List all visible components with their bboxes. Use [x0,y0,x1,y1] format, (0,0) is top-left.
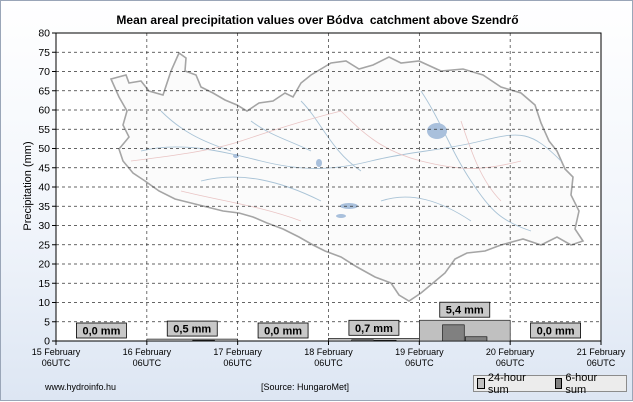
value-label-text: 0,0 mm [82,326,120,338]
y-tick-label: 20 [38,259,50,271]
y-tick-label: 10 [38,297,50,309]
y-tick-label: 55 [38,124,50,136]
legend-item-24h: 24-hour sum [477,372,549,396]
series-24-hour-sum [146,319,511,342]
y-tick-label: 30 [38,220,50,232]
bar-6h [374,339,397,342]
bar-6h [442,324,465,342]
legend-swatch-24h [477,378,485,389]
legend-label-24h: 24-hour sum [487,371,526,396]
x-tick-label-time: 06UTC [314,358,343,368]
value-label-text: 0,0 mm [537,326,575,338]
y-tick-label: 50 [38,143,50,155]
bar-6h [464,336,488,342]
x-tick-label-time: 06UTC [405,358,434,368]
y-tick-label: 40 [38,182,50,194]
bar-6h [351,339,374,342]
y-tick-label: 15 [38,278,50,290]
value-label-text: 0,7 mm [355,323,393,335]
y-tick-label: 65 [38,85,50,97]
y-tick-label: 70 [38,66,50,78]
bar-24h [146,338,238,342]
y-axis-ticks: 0 5 10 15 20 25 30 35 40 45 50 55 60 65 70 75 80 [38,28,56,348]
y-tick-label: 45 [38,162,50,174]
value-label-box [257,322,309,339]
y-tick-label: 35 [38,201,50,213]
value-label-text: 5,4 mm [446,305,484,317]
series-6-hour-sum [192,324,488,342]
x-tick-label-time: 06UTC [42,358,71,368]
y-tick-label: 75 [38,47,50,59]
bar-24h [419,319,511,342]
value-label-box [348,319,400,336]
bar-value-labels: 0,0 mm 0,5 mm 0,0 mm 0,7 mm 5,4 mm 0,0 mm [76,301,581,339]
value-label-box [166,320,218,337]
y-tick-label: 25 [38,239,50,251]
source-text: [Source: HungaroMet] [261,382,350,392]
value-label-text: 0,5 mm [173,324,211,336]
website-text: www.hydroinfo.hu [45,382,117,392]
x-tick-label-date: 20 February [486,347,535,357]
x-tick-label-date: 19 February [395,347,444,357]
legend-label-6h: 6-hour sum [565,371,598,396]
catchment-map-image [109,51,585,302]
x-tick-label-time: 06UTC [587,358,616,368]
value-label-text: 0,0 mm [264,326,302,338]
bar-24h [328,338,420,342]
legend-swatch-6h [554,378,563,389]
catchment-outline [109,51,585,302]
value-label-box [530,322,581,339]
x-tick-label-date: 21 February [577,347,626,357]
bar-6h [192,339,215,342]
y-tick-label: 5 [44,316,50,328]
x-tick-label-time: 06UTC [496,358,525,368]
y-tick-label: 0 [44,336,50,348]
chart-title: Mean areal precipitation values over Bód… [116,13,519,27]
y-tick-label: 60 [38,105,50,117]
grid-lines [56,33,601,341]
x-tick-label-date: 16 February [123,347,172,357]
x-tick-label-time: 06UTC [223,358,252,368]
value-label-box [439,301,491,318]
legend-item-6h: 6-hour sum [554,371,620,396]
x-tick-label-time: 06UTC [133,358,162,368]
x-tick-label-date: 17 February [213,347,262,357]
y-tick-label: 80 [38,28,50,40]
x-tick-label-date: 18 February [304,347,353,357]
legend: 24-hour sum 6-hour sum [473,372,627,396]
x-tick-label-date: 15 February [32,347,81,357]
value-label-box [76,322,127,339]
